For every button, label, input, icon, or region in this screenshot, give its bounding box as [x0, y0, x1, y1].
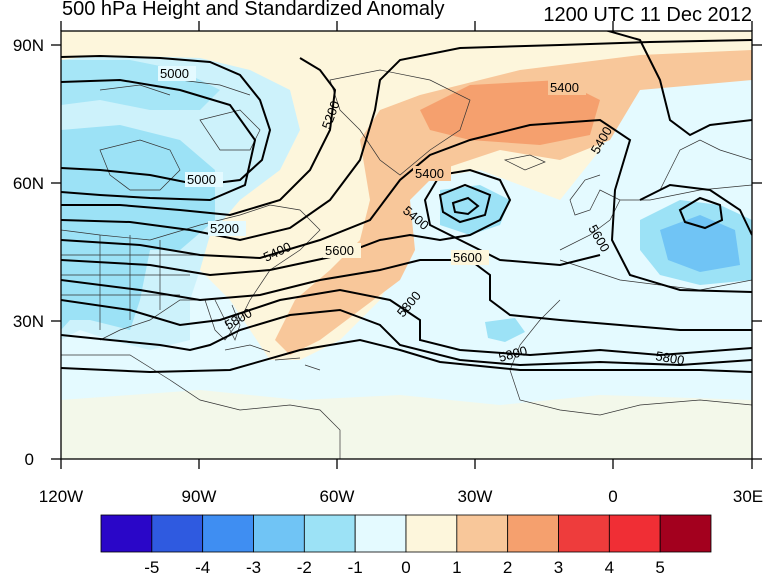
plot-frame — [60, 30, 753, 460]
colorbar-swatch — [151, 514, 204, 553]
colorbar-swatch — [354, 514, 407, 553]
coastlines — [61, 69, 752, 459]
x-tick-label: 0 — [608, 487, 617, 506]
contour-label: 5800 — [497, 343, 529, 365]
colorbar-label: 4 — [605, 558, 614, 577]
colorbar-label: -4 — [195, 558, 210, 577]
x-tick-label: 60W — [320, 487, 355, 506]
axis-ticks — [51, 21, 762, 469]
y-tick-label: 0 — [25, 450, 34, 469]
anomaly-shading — [61, 31, 752, 459]
colorbar-label: -1 — [348, 558, 363, 577]
x-tick-label: 30W — [458, 487, 493, 506]
colorbar-label: 1 — [452, 558, 461, 577]
x-tick-label: 30E — [733, 487, 763, 506]
colorbar-swatch — [253, 514, 305, 553]
contour-label: 5600 — [325, 243, 354, 258]
x-tick-label: 120W — [39, 487, 83, 506]
contour-label: 5400 — [550, 80, 579, 95]
colorbar-label: -3 — [246, 558, 261, 577]
colorbar-swatch — [507, 514, 559, 553]
map-title: 500 hPa Height and Standardized Anomaly — [62, 0, 445, 20]
y-tick-label: 60N — [13, 174, 44, 193]
colorbar-label: 0 — [401, 558, 410, 577]
x-tick-label: 90W — [182, 487, 217, 506]
map-timestamp: 1200 UTC 11 Dec 2012 — [543, 4, 752, 26]
colorbar: -5 -4 -3 -2 -1 0 1 2 3 4 5 — [100, 514, 712, 577]
height-contours — [61, 31, 752, 374]
colorbar-swatch — [558, 514, 610, 553]
colorbar-label: -5 — [144, 558, 159, 577]
colorbar-label: -2 — [297, 558, 312, 577]
contour-label: 5400 — [415, 166, 444, 181]
contour-label: 5800 — [654, 348, 685, 368]
contour-label-group: 5000 5000 5200 5200 5400 5400 5400 5400 … — [158, 66, 686, 368]
contour-label: 5000 — [160, 66, 189, 81]
colorbar-swatch — [608, 514, 661, 553]
y-tick-label: 30N — [13, 312, 44, 331]
colorbar-label: 2 — [503, 558, 512, 577]
colorbar-label: 5 — [655, 558, 664, 577]
colorbar-swatch — [303, 514, 356, 553]
colorbar-label: 3 — [554, 558, 563, 577]
contour-label: 5600 — [453, 250, 482, 265]
colorbar-swatch — [202, 514, 254, 553]
contour-label: 5200 — [210, 221, 239, 236]
y-tick-label: 90N — [13, 36, 44, 55]
colorbar-swatch — [405, 514, 458, 553]
colorbar-swatch — [659, 514, 712, 553]
colorbar-swatch — [456, 514, 509, 553]
colorbar-swatch — [100, 514, 153, 553]
contour-label: 5000 — [187, 172, 216, 187]
